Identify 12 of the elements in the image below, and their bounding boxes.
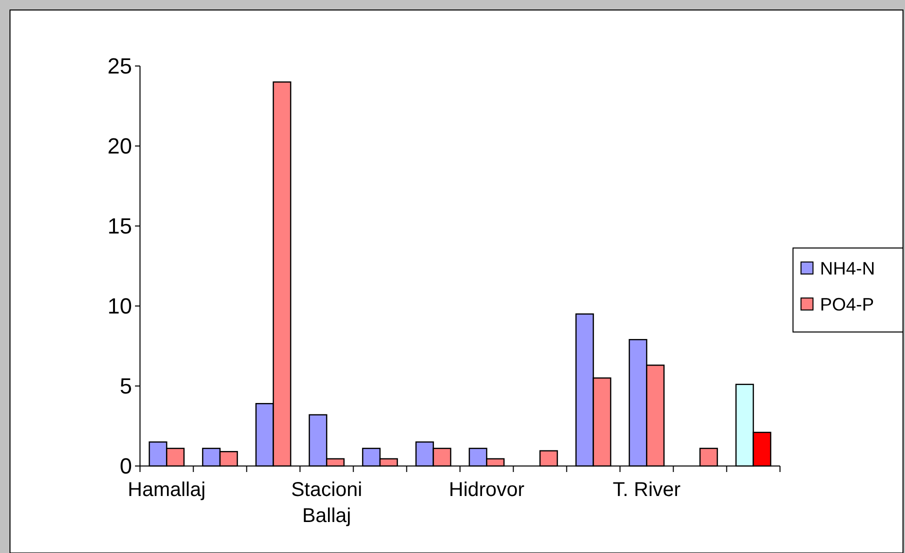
x-tick-label: Stacioni Ballaj bbox=[291, 479, 362, 527]
x-tick-label: Hamallaj bbox=[128, 479, 206, 501]
y-tick-label: 20 bbox=[108, 134, 132, 159]
legend-label: PO4-P bbox=[820, 294, 874, 314]
y-tick-label: 0 bbox=[120, 454, 132, 479]
x-tick-label: Hidrovor bbox=[448, 479, 525, 501]
y-tick-label: 10 bbox=[108, 294, 132, 319]
x-tick-label: T. River bbox=[612, 479, 681, 501]
legend-label: NH4-N bbox=[820, 258, 876, 278]
y-tick-label: 5 bbox=[120, 374, 132, 399]
y-tick-label: 25 bbox=[108, 54, 132, 79]
y-tick-label: 15 bbox=[108, 214, 132, 239]
